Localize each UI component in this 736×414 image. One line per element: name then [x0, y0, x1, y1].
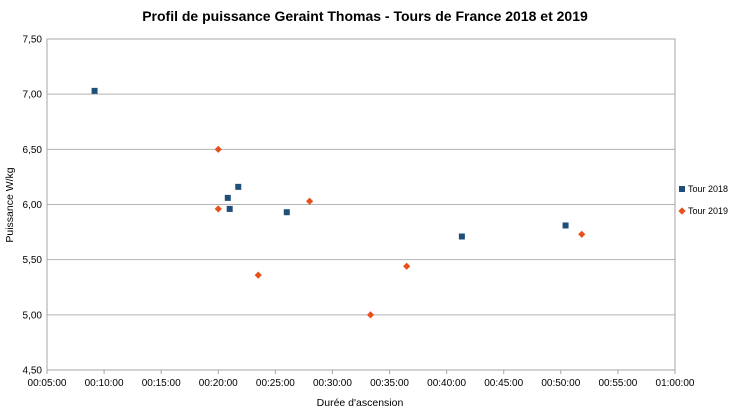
x-tick-label: 00:05:00: [28, 378, 67, 389]
x-tick-label: 00:25:00: [256, 378, 295, 389]
data-points: [91, 87, 586, 319]
legend: Tour 2018 Tour 2019: [678, 184, 728, 216]
legend-marker: [679, 186, 685, 192]
chart-title: Profil de puissance Geraint Thomas - Tou…: [142, 8, 588, 24]
data-point: [578, 230, 586, 238]
data-point: [214, 205, 222, 213]
y-tick-label: 7,00: [23, 90, 43, 101]
x-tick-label: 00:20:00: [199, 378, 238, 389]
data-point: [214, 145, 222, 153]
x-tick-label: 00:50:00: [541, 378, 580, 389]
data-point: [366, 311, 375, 319]
x-tick-label: 00:10:00: [85, 378, 124, 389]
y-tick-label: 4,50: [23, 366, 43, 377]
x-axis-label: Durée d'ascension: [317, 397, 404, 409]
plot-area: [46, 38, 676, 371]
x-tick-label: 00:45:00: [484, 378, 523, 389]
legend-label: Tour 2018: [688, 184, 728, 194]
y-tick-label: 7,50: [23, 35, 43, 46]
data-point: [403, 262, 411, 270]
data-point: [224, 194, 231, 201]
data-point: [283, 209, 290, 216]
legend-marker: [678, 207, 686, 215]
data-point: [458, 233, 465, 240]
y-axis: 4,50 5,00 5,50 6,00 6,50 7,00 7,50: [23, 35, 43, 377]
y-tick-label: 6,00: [23, 200, 43, 211]
x-axis: 00:05:00 00:10:00 00:15:00 00:20:00 00:25:00…: [28, 370, 695, 389]
x-tick-label: 00:15:00: [142, 378, 181, 389]
data-point: [226, 205, 233, 212]
data-point: [562, 222, 569, 229]
data-point: [235, 183, 242, 190]
x-tick-label: 01:00:00: [656, 378, 695, 389]
data-point: [91, 87, 98, 94]
y-tick-label: 5,00: [23, 310, 43, 321]
y-tick-label: 5,50: [23, 255, 43, 266]
y-axis-label: Puissance W/kg: [4, 167, 16, 242]
x-tick-label: 00:55:00: [598, 378, 637, 389]
x-tick-label: 00:35:00: [370, 378, 409, 389]
x-tick-label: 00:30:00: [313, 378, 352, 389]
grid-lines: [47, 38, 675, 371]
legend-label: Tour 2019: [688, 206, 728, 216]
data-point: [254, 271, 262, 279]
y-tick-label: 6,50: [23, 145, 43, 156]
x-tick-label: 00:40:00: [427, 378, 466, 389]
data-point: [306, 197, 314, 205]
